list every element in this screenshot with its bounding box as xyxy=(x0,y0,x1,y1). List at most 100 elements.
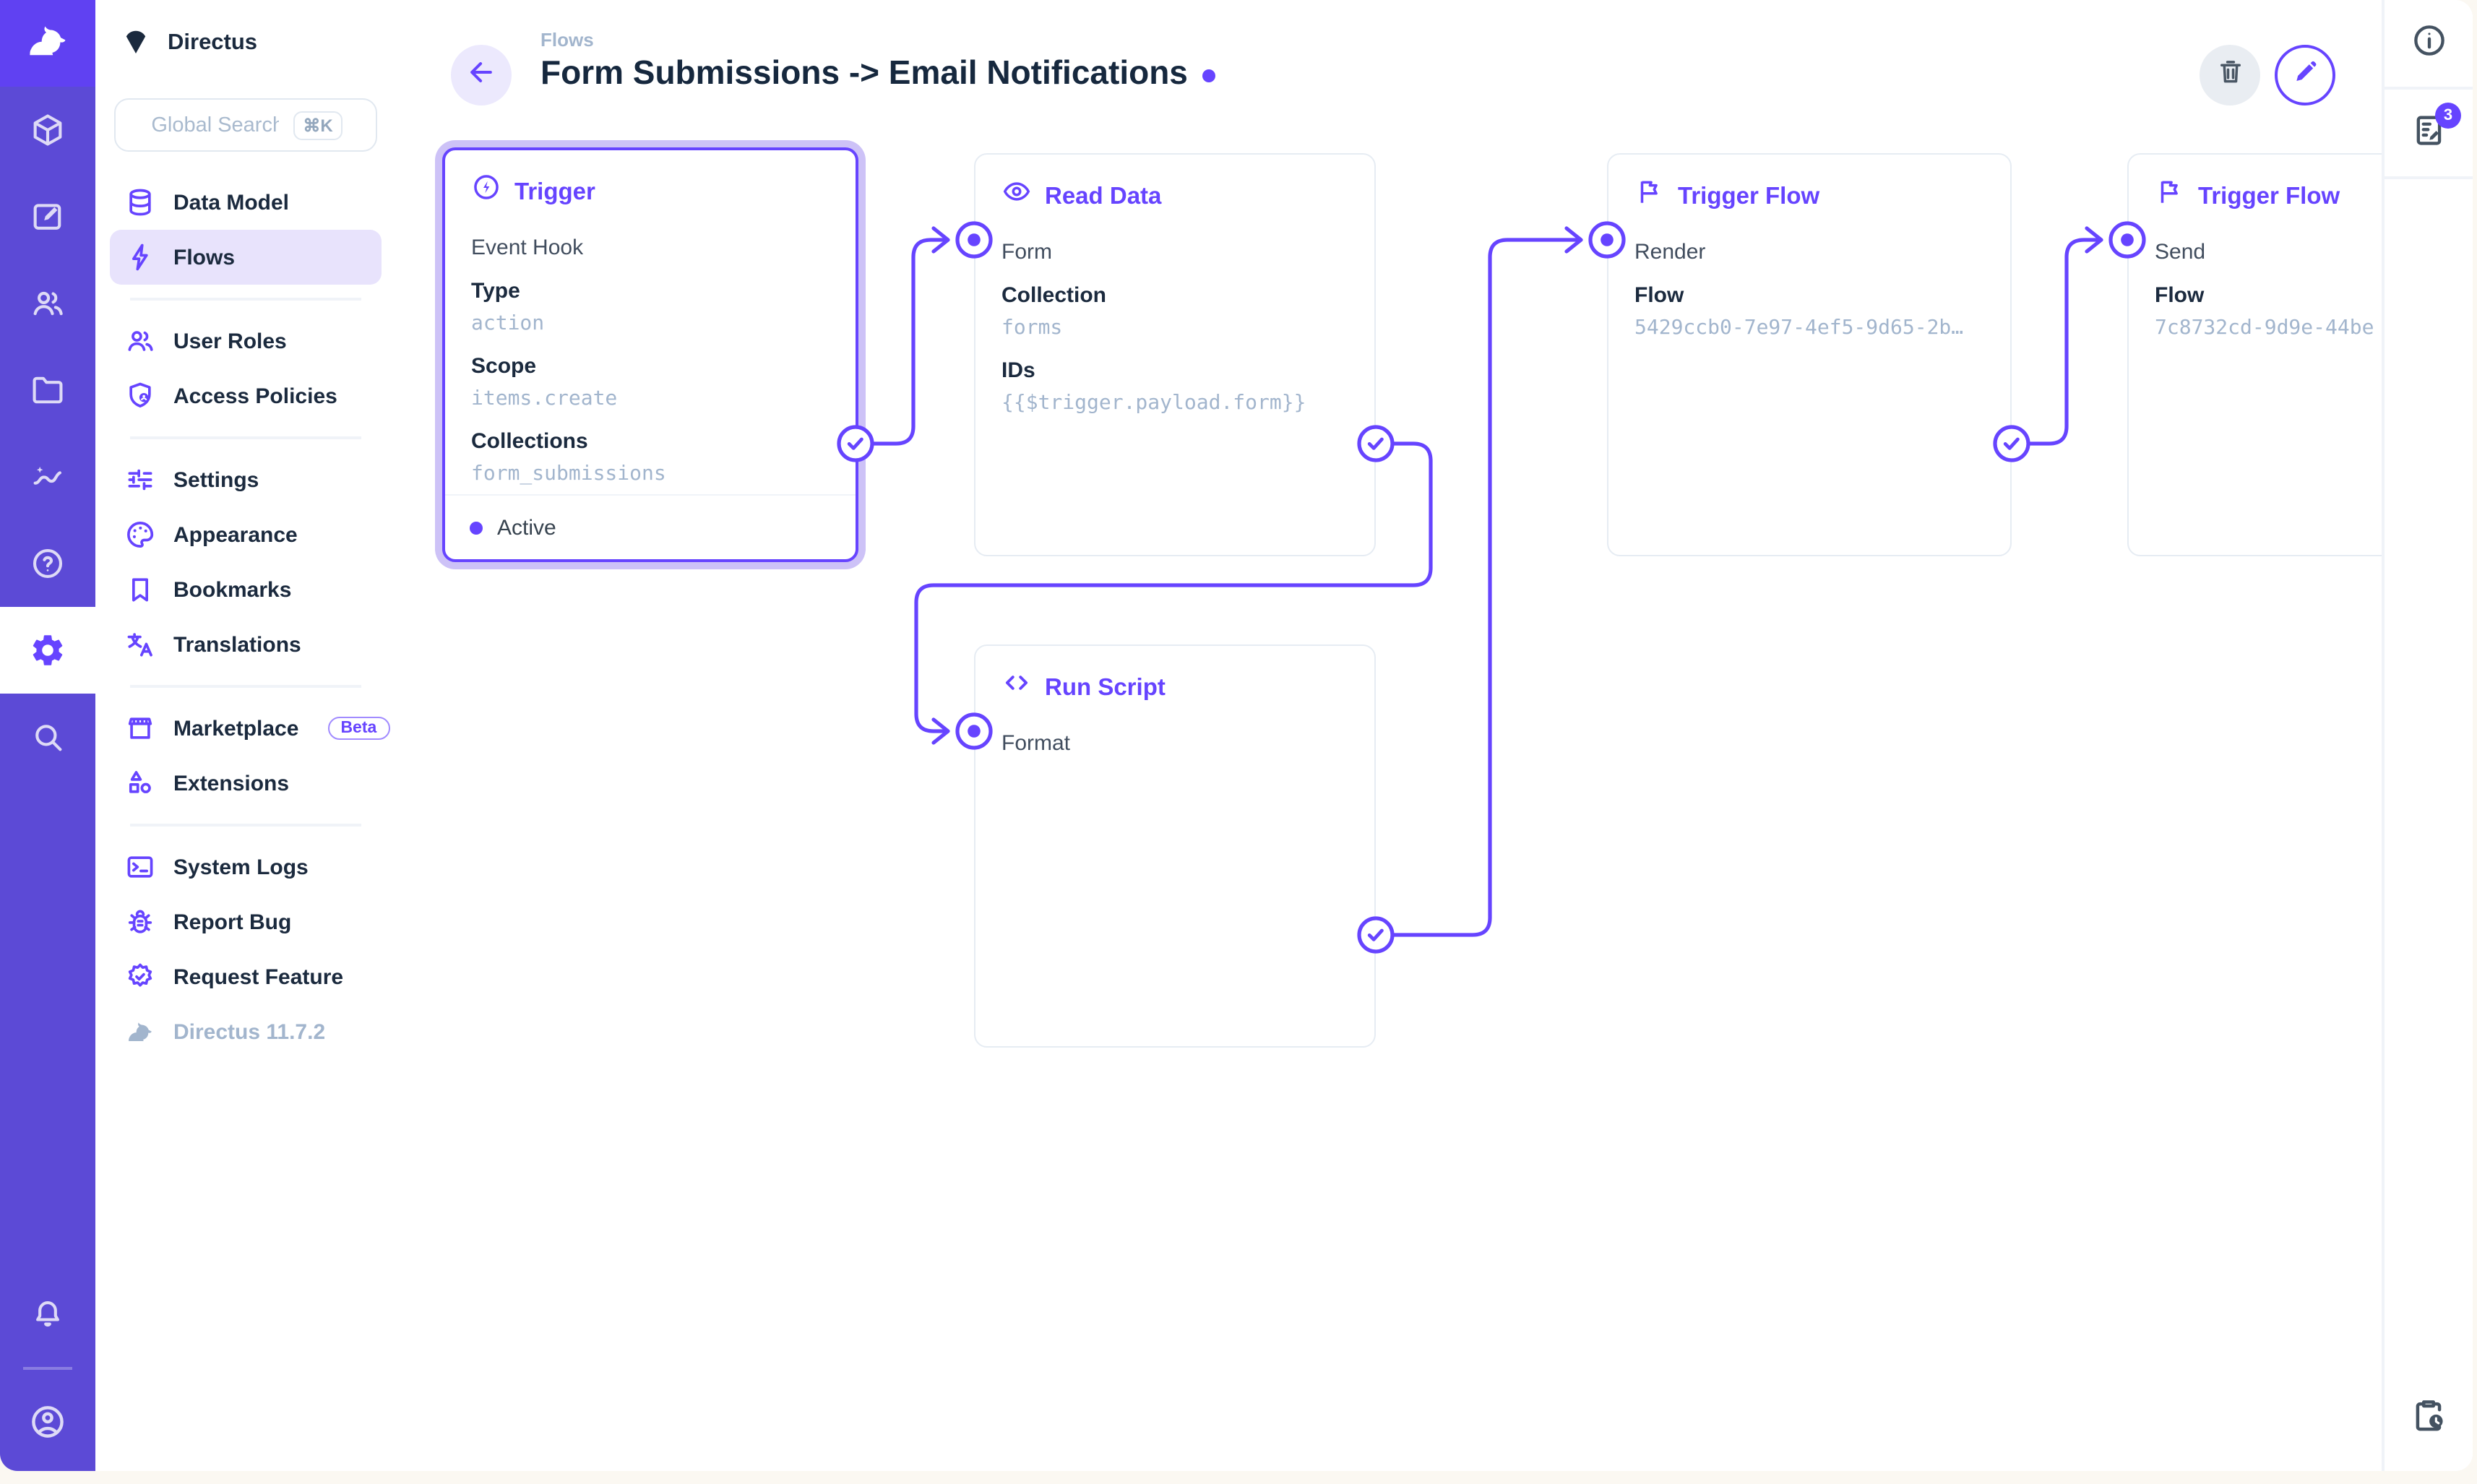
flow-editor-main: Flows Form Submissions -> Email Notifica… xyxy=(396,0,2382,1471)
sidebar-item-request-feature[interactable]: Request Feature xyxy=(110,949,382,1004)
pending-actions-button[interactable] xyxy=(2385,1367,2473,1471)
sidebar-item-bookmarks[interactable]: Bookmarks xyxy=(110,562,382,617)
module-insights-button[interactable] xyxy=(0,433,95,520)
module-search-button[interactable] xyxy=(0,694,95,780)
beta-badge: Beta xyxy=(327,717,390,740)
right-sidebar-divider xyxy=(2385,176,2473,179)
sidebar-item-user-roles[interactable]: User Roles xyxy=(110,314,382,368)
bug-icon xyxy=(124,906,156,938)
navigation-sidebar: Directus ⌘K Data Model Flows User Roles … xyxy=(95,0,396,1471)
module-files-button[interactable] xyxy=(0,347,95,433)
global-search-input[interactable] xyxy=(148,112,282,138)
tune-icon xyxy=(124,464,156,496)
module-editor-button[interactable] xyxy=(0,173,95,260)
sidebar-item-access-policies[interactable]: Access Policies xyxy=(110,368,382,423)
connector-output-run-script[interactable] xyxy=(1357,916,1395,954)
sidebar-item-flows[interactable]: Flows xyxy=(110,230,382,285)
folder-icon xyxy=(29,371,66,409)
code-icon xyxy=(1001,668,1032,707)
flow-node-run-script[interactable]: Run Script Format xyxy=(974,644,1376,1048)
module-bar xyxy=(0,0,95,1471)
sidebar-item-extensions[interactable]: Extensions xyxy=(110,756,382,811)
module-content-button[interactable] xyxy=(0,87,95,173)
cube-icon xyxy=(29,111,66,149)
trash-icon xyxy=(2215,56,2245,94)
info-panel-button[interactable] xyxy=(2385,0,2473,87)
sidebar-item-settings[interactable]: Settings xyxy=(110,452,382,507)
sidebar-divider xyxy=(130,436,361,439)
pencil-icon xyxy=(2291,57,2319,93)
flag-icon xyxy=(2155,176,2185,215)
bolt-icon xyxy=(124,241,156,273)
connector-input-read-data[interactable] xyxy=(955,221,993,259)
sidebar-version-row: Directus 11.7.2 xyxy=(110,1004,382,1059)
delete-flow-button[interactable] xyxy=(2200,45,2260,105)
bell-icon xyxy=(29,1296,66,1334)
shield-user-icon xyxy=(124,380,156,412)
sidebar-item-marketplace[interactable]: Marketplace Beta xyxy=(110,701,390,756)
module-bar-divider xyxy=(23,1367,72,1370)
user-roles-icon xyxy=(124,325,156,357)
module-help-button[interactable] xyxy=(0,520,95,607)
page-title: Form Submissions -> Email Notifications xyxy=(540,53,1188,91)
right-sidebar-divider xyxy=(2385,87,2473,90)
connector-input-trigger-flow-send[interactable] xyxy=(2108,221,2146,259)
sidebar-item-translations[interactable]: Translations xyxy=(110,617,382,672)
directus-logo-button[interactable] xyxy=(0,0,95,87)
avatar-icon xyxy=(27,1402,68,1442)
storefront-icon xyxy=(124,712,156,744)
version-label: Directus 11.7.2 xyxy=(173,1019,326,1044)
back-button[interactable] xyxy=(451,45,512,105)
sidebar-item-data-model[interactable]: Data Model xyxy=(110,175,382,230)
sidebar-item-system-logs[interactable]: System Logs xyxy=(110,840,382,894)
status-label: Active xyxy=(497,515,556,540)
connector-input-run-script[interactable] xyxy=(955,712,993,750)
breadcrumb[interactable]: Flows xyxy=(540,29,594,51)
connector-input-trigger-flow-render[interactable] xyxy=(1588,221,1626,259)
verified-icon xyxy=(124,961,156,993)
sidebar-divider xyxy=(130,685,361,688)
notifications-button[interactable] xyxy=(0,1272,95,1358)
edit-flow-button[interactable] xyxy=(2275,45,2335,105)
bolt-circle-icon xyxy=(471,172,501,211)
revisions-icon xyxy=(2410,111,2447,155)
sidebar-item-report-bug[interactable]: Report Bug xyxy=(110,894,382,949)
info-icon xyxy=(2410,21,2447,66)
sidebar-nav: Data Model Flows User Roles Access Polic… xyxy=(95,175,396,1059)
page-title-row: Form Submissions -> Email Notifications xyxy=(540,53,1215,92)
connector-output-trigger[interactable] xyxy=(837,425,874,462)
sidebar-item-appearance[interactable]: Appearance xyxy=(110,507,382,562)
flow-node-trigger-flow-render[interactable]: Trigger Flow Render Flow 5429ccb0-7e97-4… xyxy=(1607,153,2012,556)
insights-icon xyxy=(29,458,66,496)
node-title: Trigger Flow xyxy=(2198,183,2340,209)
revisions-count-badge: 3 xyxy=(2435,103,2461,129)
node-input-label: Render xyxy=(1634,240,1706,264)
node-title: Trigger xyxy=(514,178,595,204)
eye-icon xyxy=(1001,176,1032,215)
search-shortcut-badge: ⌘K xyxy=(293,111,343,139)
global-search[interactable]: ⌘K xyxy=(114,98,377,152)
module-users-button[interactable] xyxy=(0,260,95,347)
module-settings-button[interactable] xyxy=(0,607,95,694)
user-avatar-button[interactable] xyxy=(0,1379,95,1465)
revisions-panel-button[interactable]: 3 xyxy=(2385,90,2473,176)
flow-node-trigger-flow-send[interactable]: Trigger Flow Send Flow 7c8732cd-9d9e-44b… xyxy=(2127,153,2382,556)
clipboard-clock-icon xyxy=(2409,1396,2448,1442)
terminal-icon xyxy=(124,851,156,883)
node-input-label: Send xyxy=(2155,240,2206,264)
sidebar-divider xyxy=(130,824,361,827)
connector-output-read-data[interactable] xyxy=(1357,425,1395,462)
bookmark-icon xyxy=(124,574,156,605)
rabbit-logo-icon xyxy=(23,15,72,72)
project-header[interactable]: Directus xyxy=(95,0,396,87)
project-logo-icon xyxy=(119,22,153,64)
connection-wires xyxy=(853,226,2103,937)
flow-node-read-data[interactable]: Read Data Form Collection forms IDs {{$t… xyxy=(974,153,1376,556)
connector-output-trigger-flow-render[interactable] xyxy=(1993,425,2030,462)
flow-canvas[interactable]: Trigger Event Hook Type action Scope ite… xyxy=(396,0,2382,1471)
flow-node-trigger[interactable]: Trigger Event Hook Type action Scope ite… xyxy=(442,147,858,562)
database-icon xyxy=(124,186,156,218)
rabbit-gray-icon xyxy=(124,1016,156,1048)
